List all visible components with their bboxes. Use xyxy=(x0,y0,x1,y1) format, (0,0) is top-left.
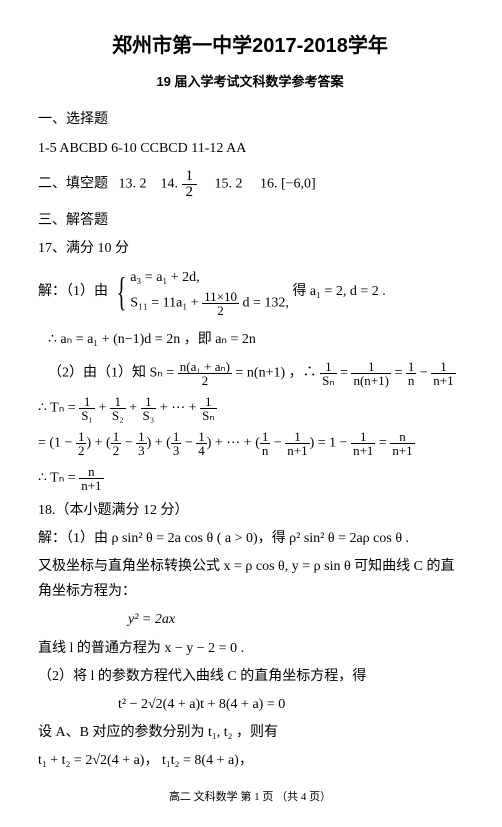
result: 得 a₁ = 2, d = 2 . xyxy=(292,284,385,299)
q18-eq1: y² = 2ax xyxy=(38,607,462,632)
sqrt: √2 xyxy=(148,697,163,712)
q18-tt: t₁ + t₂ = 2√2(4 + a)， t₁t₂ = 8(4 + a)， xyxy=(38,748,462,773)
ans-14-label: 14. xyxy=(161,176,182,191)
page-title: 郑州市第一中学2017-2018学年 xyxy=(38,28,462,64)
q17-p2: （2）由（1）知 Sₙ = n(a₁ + aₙ)2 = n(n+1) ，∴ 1S… xyxy=(38,360,462,387)
label: 解：（1）由 xyxy=(38,284,108,299)
case-2: S₁₁ = 11a₁ + 11×102 d = 132, xyxy=(130,290,289,317)
section-heading: 三、解答题 xyxy=(38,208,462,233)
fill-heading: 二、填空题 xyxy=(38,176,108,191)
page-subtitle: 19 届入学考试文科数学参考答案 xyxy=(38,70,462,93)
q17-p1b: ∴ aₙ = a₁ + (n−1)d = 2n ，即 aₙ = 2n xyxy=(38,327,462,352)
q18-p1b: 又极坐标与直角坐标转换公式 x = ρ cos θ, y = ρ sin θ 可… xyxy=(38,554,462,604)
ans-16: 16. [−6,0] xyxy=(260,176,316,191)
section-heading: 一、选择题 xyxy=(38,107,462,132)
mc-answers: 1-5 ABCBD 6-10 CCBCD 11-12 AA xyxy=(38,136,462,161)
q18-set: 设 A、B 对应的参数分别为 t₁, t₂ ，则有 xyxy=(38,720,462,745)
q17-heading: 17、满分 10 分 xyxy=(38,236,462,261)
case-1: a₃ = a₁ + 2d, xyxy=(130,267,289,289)
section-heading: 二、填空题 13. 2 14. 12 15. 2 16. [−6,0] xyxy=(38,169,462,200)
q18-eq2: t² − 2√2(4 + a)t + 8(4 + a) = 0 xyxy=(38,692,462,717)
ans-15: 15. 2 xyxy=(215,176,243,191)
page-footer: 高二 文科数学 第 1 页 （共 4 页） xyxy=(38,788,462,808)
q18-line-l: 直线 l 的普通方程为 x − y − 2 = 0 . xyxy=(38,636,462,661)
q17-part1: 解：（1）由 { a₃ = a₁ + 2d, S₁₁ = 11a₁ + 11×1… xyxy=(38,267,462,316)
cases: a₃ = a₁ + 2d, S₁₁ = 11a₁ + 11×102 d = 13… xyxy=(130,267,289,316)
ans-13: 13. 2 xyxy=(119,176,147,191)
brace-icon: { xyxy=(116,280,126,304)
q18-p1: 解：（1）由 ρ sin² θ = 2a cos θ ( a > 0)，得 ρ²… xyxy=(38,526,462,551)
q17-tn: ∴ Tₙ = 1S₁ + 1S₂ + 1S₃ + ⋯ + 1Sₙ xyxy=(38,395,462,422)
q18-heading: 18.（本小题满分 12 分） xyxy=(38,498,462,523)
ans-14-frac: 12 xyxy=(182,169,198,200)
q18-p2: （2）将 l 的参数方程代入曲线 C 的直角坐标方程，得 xyxy=(38,664,462,689)
q17-final: ∴ Tₙ = nn+1 xyxy=(38,465,462,492)
sqrt: √2 xyxy=(92,753,107,768)
q17-expand: = (1 − 12) + (12 − 13) + (13 − 14) + ⋯ +… xyxy=(38,430,462,457)
